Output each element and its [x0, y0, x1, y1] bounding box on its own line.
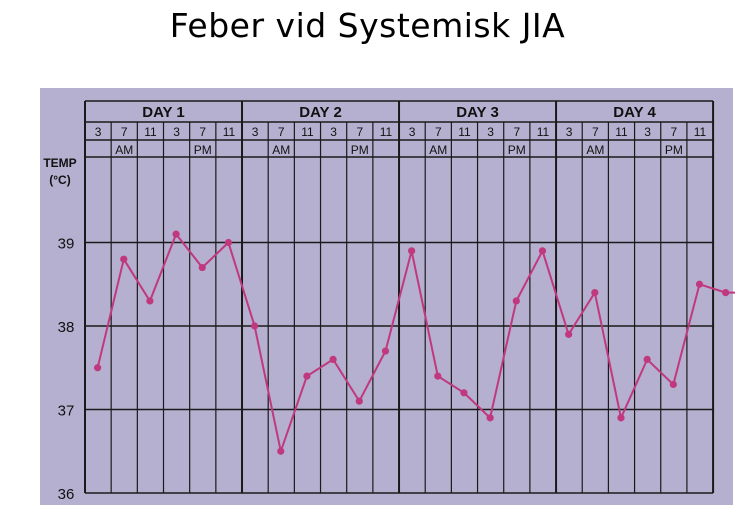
hour-label: 11 [615, 125, 628, 139]
data-point-9 [329, 355, 337, 363]
data-point-0 [93, 364, 102, 372]
period-label: AM [429, 143, 447, 157]
hour-label: 11 [301, 125, 314, 139]
hour-label: 3 [644, 125, 651, 139]
hour-label: 3 [173, 125, 180, 139]
hour-label: 3 [95, 125, 102, 139]
data-point-22 [669, 380, 677, 389]
period-label: PM [508, 143, 526, 157]
y-tick-39: 39 [58, 236, 75, 253]
hour-label: 7 [670, 125, 677, 139]
data-point-24 [722, 289, 730, 297]
data-point-18 [565, 330, 573, 338]
hour-label: 7 [356, 125, 363, 139]
hour-label: 3 [566, 125, 573, 139]
hour-label: 11 [380, 125, 393, 139]
data-point-19 [591, 289, 599, 297]
hour-label: 11 [458, 125, 471, 139]
hour-label: 7 [592, 125, 599, 139]
data-point-8 [303, 372, 311, 380]
hour-label: 3 [409, 125, 416, 139]
y-tick-37: 37 [58, 403, 75, 420]
data-point-15 [486, 414, 494, 422]
hour-label: 7 [513, 125, 520, 139]
hour-label: 7 [278, 125, 285, 139]
slide-title: Feber vid Systemisk JIA [169, 6, 566, 45]
day-label-4: DAY 4 [613, 104, 656, 121]
day-label-1: DAY 1 [142, 104, 185, 121]
hour-label: 3 [487, 125, 494, 139]
data-point-16 [512, 297, 520, 305]
data-point-4 [198, 263, 206, 272]
hour-label: 11 [223, 125, 236, 139]
hour-label: 11 [694, 125, 707, 139]
data-point-12 [408, 247, 416, 255]
hour-label: 11 [144, 125, 157, 139]
data-point-6 [251, 322, 259, 330]
period-label: AM [115, 143, 133, 157]
data-point-20 [617, 414, 625, 422]
hour-label: 7 [435, 125, 442, 139]
hour-label: 3 [252, 125, 259, 139]
y-tick-38: 38 [58, 319, 75, 336]
period-label: AM [586, 143, 604, 157]
data-point-17 [538, 247, 547, 255]
data-point-3 [172, 230, 180, 238]
data-point-14 [460, 389, 468, 397]
series-layer [93, 230, 735, 456]
data-point-13 [434, 372, 442, 380]
data-point-10 [355, 397, 363, 405]
hour-label: 11 [537, 125, 550, 139]
day-label-2: DAY 2 [299, 104, 342, 121]
data-point-21 [643, 355, 651, 363]
data-point-11 [381, 347, 390, 355]
period-label: AM [272, 143, 290, 157]
period-label: PM [665, 143, 683, 157]
day-label-3: DAY 3 [456, 104, 499, 121]
data-point-1 [120, 255, 128, 263]
data-point-2 [146, 297, 154, 305]
temperature-series-line [96, 232, 735, 456]
hour-label: 7 [121, 125, 128, 139]
period-label: PM [351, 143, 369, 157]
y-axis-unit: (°C) [49, 173, 70, 187]
chart-background [40, 88, 733, 505]
y-axis-title: TEMP [43, 156, 76, 170]
hour-label: 3 [330, 125, 337, 139]
y-tick-36: 36 [58, 486, 75, 503]
data-point-5 [224, 238, 233, 247]
data-point-23 [695, 280, 704, 288]
period-label: PM [194, 143, 212, 157]
hour-label: 7 [199, 125, 206, 139]
data-point-7 [277, 447, 285, 455]
